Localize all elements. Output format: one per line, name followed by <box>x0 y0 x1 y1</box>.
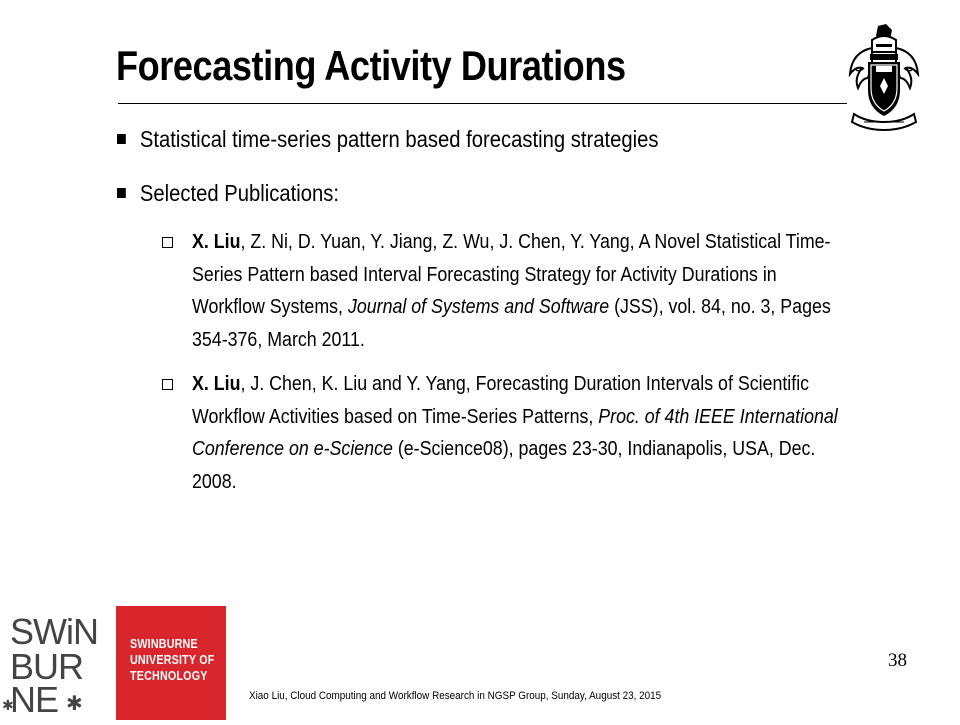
bullet-text: Selected Publications: <box>139 180 340 206</box>
publication-author: X. Liu <box>192 373 241 395</box>
coat-of-arms-icon <box>848 24 920 132</box>
swinburne-wordmark: SWiN BUR NE ✱ ✱ <box>0 606 116 720</box>
swinburne-wordmark-graphic: SWiN BUR NE ✱ ✱ <box>2 611 99 720</box>
publication-venue: Journal of Systems and Software <box>347 296 610 318</box>
footer-text: Xiao Liu, Cloud Computing and Workflow R… <box>249 690 662 702</box>
filled-square-bullet-icon <box>117 133 126 144</box>
bullet-item: Statistical time-series pattern based fo… <box>117 126 659 153</box>
institution-line: SWINBURNE <box>130 637 198 651</box>
hollow-square-bullet-icon <box>162 379 173 390</box>
institution-line: UNIVERSITY OF <box>130 653 215 667</box>
publication-authors: , Z. Ni, D. Yuan, Y. Jiang, Z. Wu, J. Ch… <box>192 231 831 318</box>
filled-square-bullet-icon <box>117 187 126 198</box>
svg-text:NE: NE <box>10 679 58 720</box>
publication-details: (e-Science08), pages 23-30, Indianapolis… <box>192 438 816 493</box>
svg-text:SWiN: SWiN <box>10 611 98 652</box>
publication-details: (JSS), vol. 84, no. 3, Pages 354-376, Ma… <box>192 296 831 351</box>
publication-author: X. Liu <box>192 231 241 253</box>
institution-line: TECHNOLOGY <box>130 669 208 683</box>
publication-venue: Proc. of 4th IEEE International Conferen… <box>192 405 838 461</box>
publication-text: X. Liu, J. Chen, K. Liu and Y. Yang, For… <box>192 368 851 498</box>
publication-authors: , J. Chen, K. Liu and Y. Yang, Forecasti… <box>192 373 810 428</box>
svg-text:BUR: BUR <box>10 646 83 687</box>
svg-text:✱: ✱ <box>2 698 14 714</box>
swinburne-logo: SWiN BUR NE ✱ ✱ SWINBURNE UNIVERSITY OF … <box>0 606 226 720</box>
page-number: 38 <box>888 650 907 671</box>
hollow-square-bullet-icon <box>162 237 173 248</box>
slide-title: Forecasting Activity Durations <box>116 42 626 89</box>
publication-text: X. Liu, Z. Ni, D. Yuan, Y. Jiang, Z. Wu,… <box>192 226 851 356</box>
institution-name-panel: SWINBURNE UNIVERSITY OF TECHNOLOGY <box>116 606 226 720</box>
bullet-text: Statistical time-series pattern based fo… <box>139 126 659 152</box>
title-divider <box>118 103 847 104</box>
svg-text:✱: ✱ <box>66 691 83 715</box>
bullet-item: Selected Publications: <box>117 180 339 207</box>
